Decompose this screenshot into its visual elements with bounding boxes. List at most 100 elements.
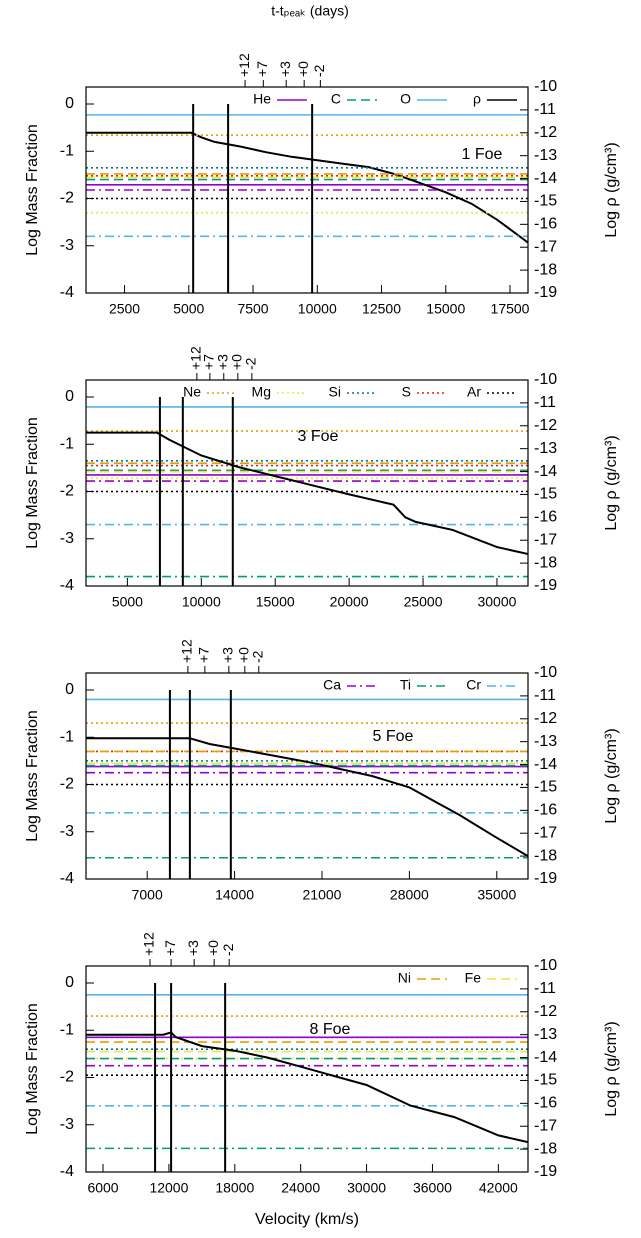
x-tick-label: 10000 (182, 594, 221, 610)
panel-annotation: 5 Foe (373, 728, 414, 745)
x-tick-label: 30000 (477, 594, 516, 610)
x2-tick-label: -2 (311, 64, 327, 77)
legend-label: Cr (466, 677, 481, 693)
x-tick-label: 42000 (479, 1180, 518, 1196)
x-tick-label: 6000 (87, 1180, 118, 1196)
legend-label: S (402, 384, 411, 400)
y-tick-label: -3 (60, 530, 74, 547)
legend-label: Ar (467, 384, 481, 400)
y-tick-label: 0 (65, 95, 74, 112)
legend-label: C (331, 91, 341, 107)
x2-tick-label: +12 (188, 346, 204, 370)
y2-tick-label: -14 (534, 756, 557, 773)
x-tick-label: 10000 (298, 301, 337, 317)
density-line (86, 737, 528, 857)
y-tick-label: -4 (60, 577, 74, 594)
plot-frame (85, 672, 529, 880)
y2-tick-label: -13 (534, 1026, 557, 1043)
plot-frame (85, 86, 529, 294)
y-tick-label: -1 (60, 1021, 74, 1038)
y2-tick-label: -11 (534, 980, 556, 997)
y2-tick-label: -16 (534, 802, 557, 819)
x2-tick-label: +3 (277, 61, 293, 77)
panel-annotation: 8 Foe (310, 1021, 351, 1038)
y2-tick-label: -14 (534, 170, 557, 187)
x-tick-label: 15000 (256, 594, 295, 610)
y2-tick-label: -18 (534, 847, 557, 864)
x-tick-label: 30000 (347, 1180, 386, 1196)
y-axis-label: Log Mass Fraction (24, 1003, 41, 1135)
y-tick-label: -2 (60, 776, 74, 793)
y2-tick-label: -18 (534, 261, 557, 278)
y-axis-label: Log Mass Fraction (24, 417, 41, 549)
y2-tick-label: -18 (534, 554, 557, 571)
plot-area (86, 983, 528, 1172)
y2-tick-label: -15 (534, 779, 557, 796)
density-line (86, 131, 528, 244)
y2-tick-label: -11 (534, 687, 556, 704)
y2-tick-label: -17 (534, 824, 557, 841)
y2-axis-label: Log ρ (g/cm³) (603, 435, 620, 530)
y-tick-label: -1 (60, 435, 74, 452)
y2-tick-label: -15 (534, 486, 557, 503)
legend-label: Ca (323, 677, 341, 693)
plot-frame (85, 379, 529, 587)
y2-tick-label: -13 (534, 733, 557, 750)
legend-label: He (253, 91, 271, 107)
x2-tick-label: -2 (250, 650, 266, 663)
y2-axis-label: Log ρ (g/cm³) (603, 728, 620, 823)
x-tick-label: 20000 (330, 594, 369, 610)
y-tick-label: -4 (60, 870, 74, 887)
y2-tick-label: -13 (534, 147, 557, 164)
x-tick-label: 28000 (390, 887, 429, 903)
y-axis-label: Log Mass Fraction (24, 710, 41, 842)
y2-axis-label: Log ρ (g/cm³) (603, 142, 620, 237)
y-tick-label: 0 (65, 681, 74, 698)
y2-tick-label: -10 (534, 664, 557, 681)
y2-tick-label: -19 (534, 577, 557, 594)
x-tick-label: 5000 (112, 594, 143, 610)
y2-tick-label: -18 (534, 1140, 557, 1157)
y2-tick-label: -14 (534, 463, 557, 480)
y-tick-label: -4 (60, 284, 74, 301)
x2-tick-label: +0 (229, 354, 245, 370)
y2-axis-label: Log ρ (g/cm³) (603, 1021, 620, 1116)
x-tick-label: 18000 (215, 1180, 254, 1196)
x2-tick-label: +0 (295, 61, 311, 77)
y2-tick-label: -19 (534, 870, 557, 887)
x-axis-label: Velocity (km/s) (255, 1211, 359, 1228)
x2-tick-label: +0 (205, 940, 221, 956)
y2-tick-label: -10 (534, 371, 557, 388)
y2-tick-label: -12 (534, 417, 557, 434)
y2-tick-label: -16 (534, 509, 557, 526)
x-tick-label: 5000 (173, 301, 204, 317)
plot-area (86, 397, 528, 586)
x2-axis-label: t-tₚₑₐₖ (days) (271, 3, 349, 19)
legend-label: Mg (252, 384, 271, 400)
x2-tick-label: -2 (220, 943, 236, 956)
y-tick-label: -1 (60, 142, 74, 159)
x2-tick-label: +3 (220, 647, 236, 663)
x2-tick-label: +0 (236, 647, 252, 663)
legend-label: Ne (183, 384, 201, 400)
x-tick-label: 14000 (215, 887, 254, 903)
x2-tick-label: +7 (196, 647, 212, 663)
x2-tick-label: -2 (243, 357, 259, 370)
y2-tick-label: -16 (534, 1095, 557, 1112)
y-tick-label: 0 (65, 974, 74, 991)
x2-tick-label: +12 (236, 53, 252, 77)
y-tick-label: -1 (60, 728, 74, 745)
y2-tick-label: -10 (534, 957, 557, 974)
x-tick-label: 36000 (413, 1180, 452, 1196)
y-axis-label: Log Mass Fraction (24, 124, 41, 256)
x2-tick-label: +12 (179, 639, 195, 663)
panel-annotation: 3 Foe (298, 428, 339, 445)
legend-label: Ti (400, 677, 411, 693)
y2-tick-label: -19 (534, 1163, 557, 1180)
y-tick-label: -2 (60, 190, 74, 207)
y2-tick-label: -17 (534, 238, 557, 255)
x2-tick-label: +3 (214, 354, 230, 370)
legend-label: O (400, 91, 411, 107)
y2-tick-label: -13 (534, 440, 557, 457)
